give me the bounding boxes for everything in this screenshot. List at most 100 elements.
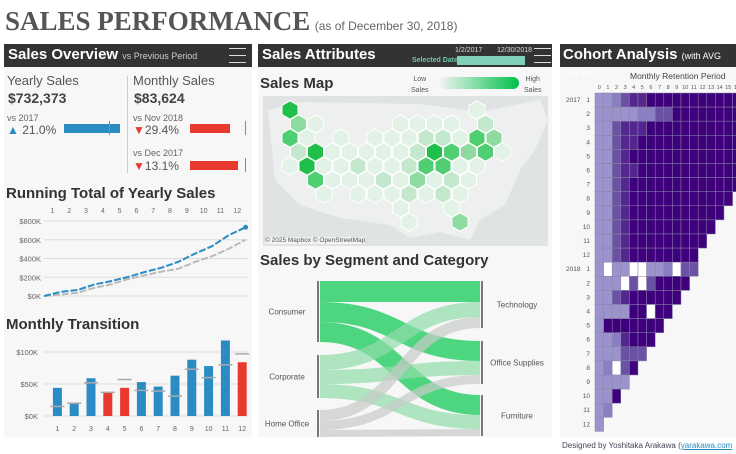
cohort-cell <box>611 219 622 235</box>
cohort-cell <box>620 191 630 207</box>
cohort-cell <box>680 92 690 108</box>
panel-title: Cohort Analysis (with AVG LTV Incr <box>563 46 721 78</box>
cohort-cell <box>637 135 647 150</box>
month-tick-label: 5 <box>123 426 127 433</box>
cohort-cell <box>706 106 716 122</box>
category-label: Office Supplies <box>490 359 544 368</box>
segment-label: Home Office <box>265 420 310 429</box>
cohort-cell <box>663 247 673 263</box>
cohort-cell <box>603 247 613 263</box>
cohort-cell <box>697 106 708 122</box>
cohort-cell <box>663 276 673 291</box>
period-label: 7 <box>658 85 661 91</box>
panel-header: Sales Attributes 1/2/2017 12/30/2018 Sel… <box>258 44 552 67</box>
running-total-title: Running Total of Yearly Sales <box>6 185 216 202</box>
cohort-cell <box>629 233 639 249</box>
cohort-cell <box>611 233 622 249</box>
cohort-cell <box>646 233 656 249</box>
cohort-cell <box>611 149 622 164</box>
cohort-cell <box>620 290 630 305</box>
cohort-cell <box>646 163 656 178</box>
period-label: 14 <box>717 85 723 91</box>
cohort-cell <box>611 346 622 362</box>
date-range-slider[interactable] <box>457 56 525 65</box>
cohort-cell <box>603 233 613 249</box>
month-bar <box>103 392 113 416</box>
cohort-cell <box>654 135 665 150</box>
cohort-cell <box>594 177 604 192</box>
cohort-cell <box>663 135 673 150</box>
cohort-cell <box>611 374 622 390</box>
yearly-bar <box>64 124 120 133</box>
cohort-cell <box>680 247 690 263</box>
cohort-cell <box>732 149 736 164</box>
cohort-cell <box>620 318 630 333</box>
cohort-cell <box>637 261 647 277</box>
cohort-cell <box>594 205 604 221</box>
cohort-cell <box>697 92 708 108</box>
cohort-cell <box>620 304 630 319</box>
cohort-cell <box>689 120 699 136</box>
cohort-cell <box>646 135 656 150</box>
month-tick-label: 12 <box>233 208 241 215</box>
sankey-flow <box>319 375 481 430</box>
cohort-cell <box>672 205 682 221</box>
cohort-cell <box>680 261 690 277</box>
monthly-transition-title: Monthly Transition <box>6 316 140 333</box>
cohort-cell <box>654 233 665 249</box>
cohort-cell <box>611 177 622 192</box>
cohort-cell <box>594 332 604 348</box>
period-label: 9 <box>675 85 678 91</box>
cohort-cell <box>594 247 604 263</box>
nov-delta: ▼29.4% <box>133 123 179 137</box>
selected-date-label: Selected Date: <box>412 57 461 64</box>
month-tick-label: 6 <box>134 208 138 215</box>
state-hex <box>400 212 418 232</box>
cohort-cell <box>680 219 690 235</box>
period-label: 10 <box>682 85 688 91</box>
cohort-cell <box>663 205 673 221</box>
cohort-cell <box>603 360 613 376</box>
cohort-cell <box>654 120 665 136</box>
cohort-month-label: 5 <box>586 153 590 160</box>
cohort-month-label: 10 <box>583 393 591 400</box>
cohort-cell <box>646 318 656 333</box>
cohort-cell <box>603 149 613 164</box>
cohort-cell <box>603 92 613 108</box>
cohort-month-label: 1 <box>586 97 590 104</box>
menu-icon[interactable] <box>229 48 246 63</box>
month-tick-label: 3 <box>84 208 88 215</box>
cohort-cell <box>680 205 690 221</box>
cohort-cell <box>689 149 699 164</box>
dec-vs-label: vs Dec 2017 <box>133 148 184 158</box>
current-point <box>243 224 249 230</box>
state-hex <box>494 142 511 162</box>
cohort-cell <box>603 191 613 207</box>
cohort-cell <box>715 106 725 122</box>
attribute-graphics: Consumer Corporate Home Office Technology Of… <box>265 100 548 437</box>
cohort-cell <box>637 120 647 136</box>
cohort-cell <box>723 106 733 122</box>
cohort-cell <box>672 135 682 150</box>
cohort-cell <box>672 191 682 207</box>
cohort-cell <box>637 346 647 362</box>
cohort-month-label: 11 <box>583 407 590 414</box>
cohort-cell <box>697 163 708 178</box>
cohort-cell <box>620 106 630 122</box>
cohort-cell <box>654 92 665 108</box>
cohort-cell <box>620 261 630 277</box>
cohort-cell <box>594 388 604 404</box>
footer-link[interactable]: yarakawa.com <box>680 441 733 450</box>
period-label: 6 <box>649 85 652 91</box>
cohort-cell <box>594 360 604 376</box>
cohort-cell <box>706 205 716 221</box>
cohort-month-label: 11 <box>583 238 590 245</box>
cohort-cell <box>620 219 630 235</box>
cohort-cell <box>663 261 673 277</box>
month-tick-label: 4 <box>101 208 105 215</box>
menu-icon[interactable] <box>534 48 551 63</box>
cohort-cell <box>706 149 716 164</box>
cohort-cell <box>680 177 690 192</box>
cohort-cell <box>715 135 725 150</box>
cohort-cell <box>663 191 673 207</box>
